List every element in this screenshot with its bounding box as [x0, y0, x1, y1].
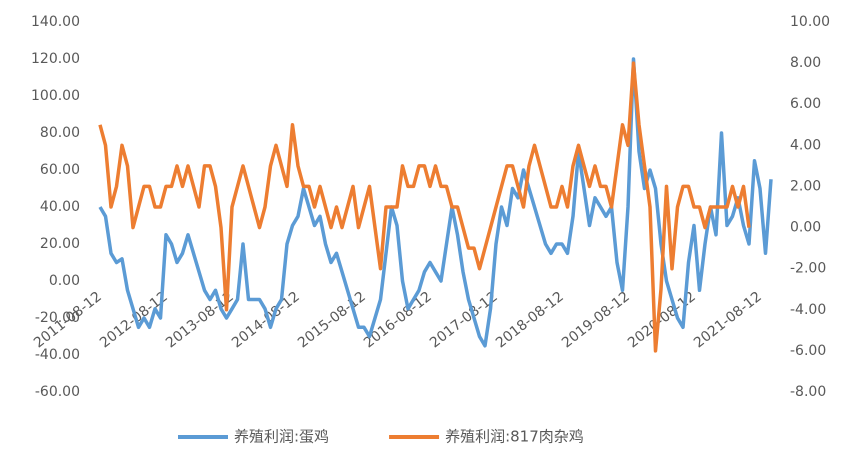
series-line [98, 57, 773, 348]
x-tick-label: 2016-08-12 [361, 289, 435, 352]
legend-label: 养殖利润:蛋鸡 [234, 428, 329, 446]
y-tick-label: 140.00 [31, 14, 80, 30]
legend: 养殖利润:蛋鸡 养殖利润:817肉杂鸡 [178, 428, 584, 446]
y-tick-label: 100.00 [31, 88, 80, 104]
y2-tick-label: -8.00 [790, 384, 826, 400]
y2-tick-label: -2.00 [790, 261, 826, 277]
x-tick-label: 2019-08-12 [559, 289, 633, 352]
y-tick-label: 80.00 [40, 125, 80, 141]
y2-tick-label: 4.00 [790, 137, 821, 153]
x-tick-label: 2012-08-12 [97, 289, 171, 352]
legend-label: 养殖利润:817肉杂鸡 [445, 428, 584, 446]
y-tick-label: 20.00 [40, 236, 80, 252]
x-tick-label: 2018-08-12 [493, 289, 567, 352]
y2-tick-label: 8.00 [790, 55, 821, 71]
y2-tick-label: 10.00 [790, 14, 830, 30]
y-tick-label: -20.00 [35, 310, 80, 326]
x-tick-label: 2021-08-12 [691, 289, 765, 352]
x-tick-label: 2014-08-12 [229, 289, 303, 352]
y-tick-label: 60.00 [40, 162, 80, 178]
y-tick-label: -40.00 [35, 347, 80, 363]
y-tick-label: 40.00 [40, 199, 80, 215]
y2-tick-label: 2.00 [790, 178, 821, 194]
series-line [98, 61, 751, 353]
y2-tick-label: -4.00 [790, 302, 826, 318]
y2-tick-label: 6.00 [790, 96, 821, 112]
y2-tick-label: -6.00 [790, 343, 826, 359]
y-tick-label: 0.00 [49, 273, 80, 289]
y-tick-label: -60.00 [35, 384, 80, 400]
y2-tick-label: 0.00 [790, 220, 821, 236]
y-tick-label: 120.00 [31, 51, 80, 67]
